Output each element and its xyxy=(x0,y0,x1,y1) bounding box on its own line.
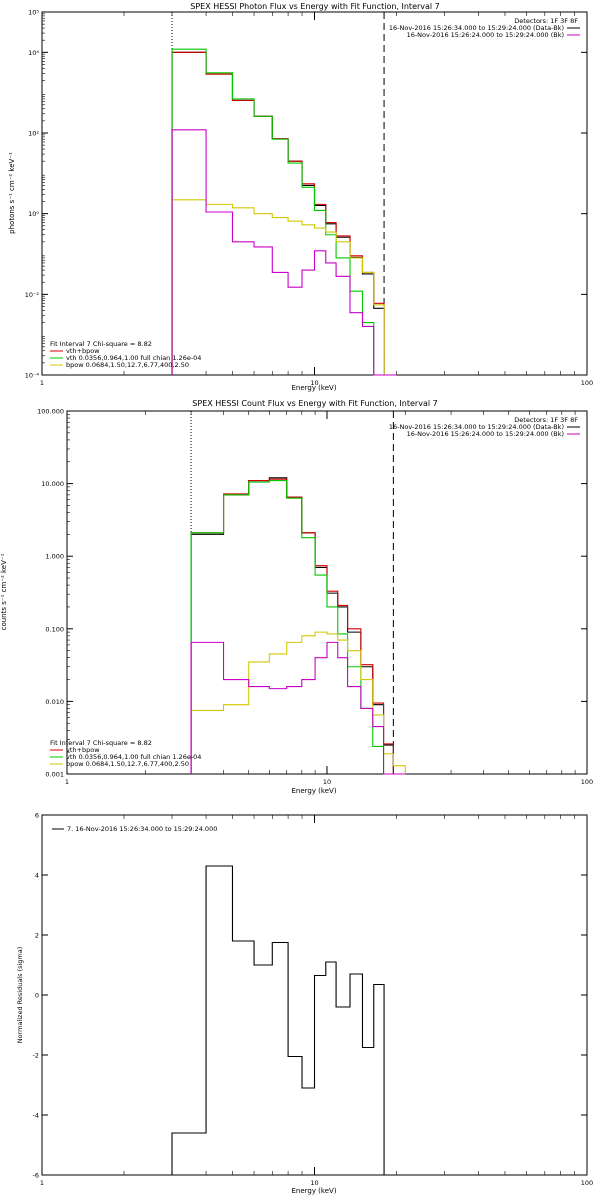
photon-flux-panel: SPEX HESSI Photon Flux vs Energy with Fi… xyxy=(8,2,593,392)
residuals-legend-label: 7. 16-Nov-2016 15:26:34.000 to 15:29:24.… xyxy=(67,825,217,833)
photon-legend-detectors: Detectors: 1F 3F 8F xyxy=(514,17,578,25)
count-legend-bk-label: 16-Nov-2016 15:26:24.000 to 15:29:24.000… xyxy=(407,430,564,438)
count-legend-fit-header: Fit Interval 7 Chi-square = 8.82 xyxy=(50,739,152,747)
count-y-axis: 0.001 0.010 0.100 1.000 10.000 100.000 xyxy=(37,408,587,779)
photon-ytick-label: 10² xyxy=(28,130,39,138)
residuals-xtick-label: 1 xyxy=(40,1179,44,1187)
photon-ytick-label: 10⁵ xyxy=(28,9,39,17)
count-flux-panel: SPEX HESSI Count Flux vs Energy with Fit… xyxy=(0,399,593,795)
residuals-series-group xyxy=(171,865,385,1175)
residuals-series-data xyxy=(171,865,385,1175)
photon-legend-fit-header: Fit Interval 7 Chi-square = 8.82 xyxy=(50,340,152,348)
count-series-group xyxy=(190,477,406,775)
count-ytick-label: 10.000 xyxy=(41,480,64,488)
photon-ytick-label: 10⁴ xyxy=(28,49,39,57)
count-legend-right: Detectors: 1F 3F 8F 16-Nov-2016 15:26:34… xyxy=(389,416,580,438)
residuals-xtick-label: 10 xyxy=(310,1179,318,1187)
count-series-bk xyxy=(190,641,406,775)
photon-xtick-label: 1 xyxy=(40,379,44,387)
photon-legend-data-label: 16-Nov-2016 15:26:34.000 to 15:29:24.000… xyxy=(389,24,564,32)
photon-legend-bk-label: 16-Nov-2016 15:26:24.000 to 15:29:24.000… xyxy=(407,31,564,39)
photon-legend-right: Detectors: 1F 3F 8F 16-Nov-2016 15:26:34… xyxy=(389,17,580,39)
count-series-bpow xyxy=(190,631,406,774)
residuals-ytick-label: 6 xyxy=(35,812,39,820)
photon-series-bk xyxy=(171,129,397,376)
count-legend-vth-label: vth 0.0356,0.964,1.00 full chian 1.26e-0… xyxy=(66,753,201,761)
photon-x-axis: 1 10 100 xyxy=(40,12,593,387)
residuals-y-axis-label: Normalized Residuals (sigma) xyxy=(16,947,24,1044)
photon-series-bpow xyxy=(171,199,397,376)
photon-ytick-label: 10⁻² xyxy=(25,291,40,299)
residuals-ytick-label: 0 xyxy=(35,992,39,1000)
photon-xtick-label: 10 xyxy=(310,379,318,387)
count-xtick-label: 1 xyxy=(65,778,69,786)
residuals-y-axis: -6 -4 -2 0 2 4 6 xyxy=(33,812,587,1180)
residuals-ytick-label: -2 xyxy=(33,1052,39,1060)
photon-legend-total-label: vth+bpow xyxy=(66,347,100,355)
count-xtick-label: 10 xyxy=(323,778,331,786)
count-ytick-label: 1.000 xyxy=(45,553,64,561)
count-legend-bpow-label: bpow 0.0684,1.50,12.7,6.77,400,2.50 xyxy=(66,760,189,768)
residuals-panel: -6 -4 -2 0 2 4 6 1 10 100 Energy (keV) Normalize… xyxy=(16,812,593,1196)
photon-series-group xyxy=(171,48,397,376)
count-x-axis-label: Energy (keV) xyxy=(291,787,336,795)
photon-xtick-label: 100 xyxy=(581,379,593,387)
count-xtick-label: 100 xyxy=(581,778,593,786)
photon-chart-title: SPEX HESSI Photon Flux vs Energy with Fi… xyxy=(190,2,440,11)
residuals-ytick-label: -4 xyxy=(33,1112,39,1120)
count-series-vth xyxy=(190,480,406,775)
count-legend-total-label: vth+bpow xyxy=(66,746,100,754)
photon-legend-left: Fit Interval 7 Chi-square = 8.82 vth+bpo… xyxy=(50,340,201,369)
count-ytick-label: 0.100 xyxy=(45,625,64,633)
count-legend-data-label: 16-Nov-2016 15:26:34.000 to 15:29:24.000… xyxy=(389,423,564,431)
photon-legend-bpow-label: bpow 0.0684,1.50,12.7,6.77,400,2.50 xyxy=(66,361,189,369)
photon-fit-range-markers xyxy=(171,12,385,375)
residuals-x-axis: 1 10 100 xyxy=(40,815,593,1187)
residuals-xtick-label: 100 xyxy=(581,1179,593,1187)
count-y-axis-label: counts s⁻¹ cm⁻² keV⁻¹ xyxy=(0,553,8,630)
count-fit-range-markers xyxy=(190,411,394,774)
residuals-ytick-label: 4 xyxy=(35,872,39,880)
count-ytick-label: 0.001 xyxy=(45,771,64,779)
photon-ytick-label: 10⁻⁴ xyxy=(25,372,40,380)
residuals-legend: 7. 16-Nov-2016 15:26:34.000 to 15:29:24.… xyxy=(52,825,217,833)
count-ytick-label: 100.000 xyxy=(37,408,64,416)
photon-series-vth xyxy=(171,48,397,376)
count-chart-title: SPEX HESSI Count Flux vs Energy with Fit… xyxy=(192,399,437,408)
photon-legend-vth-label: vth 0.0356,0.964,1.00 full chian 1.26e-0… xyxy=(66,354,201,362)
photon-y-axis: 10⁻⁴ 10⁻² 10⁰ 10² 10⁴ 10⁵ xyxy=(25,9,587,380)
count-legend-left: Fit Interval 7 Chi-square = 8.82 vth+bpo… xyxy=(50,739,201,768)
count-ytick-label: 0.010 xyxy=(45,698,64,706)
count-legend-detectors: Detectors: 1F 3F 8F xyxy=(514,416,578,424)
photon-ytick-label: 10⁰ xyxy=(28,210,39,218)
photon-x-axis-label: Energy (keV) xyxy=(291,384,336,392)
count-x-axis: 1 10 100 xyxy=(65,411,593,786)
residuals-ytick-label: -6 xyxy=(33,1172,39,1180)
residuals-ytick-label: 2 xyxy=(35,932,39,940)
photon-y-axis-label: photons s⁻¹ cm⁻² keV⁻¹ xyxy=(8,152,16,234)
residuals-x-axis-label: Energy (keV) xyxy=(291,1187,336,1195)
